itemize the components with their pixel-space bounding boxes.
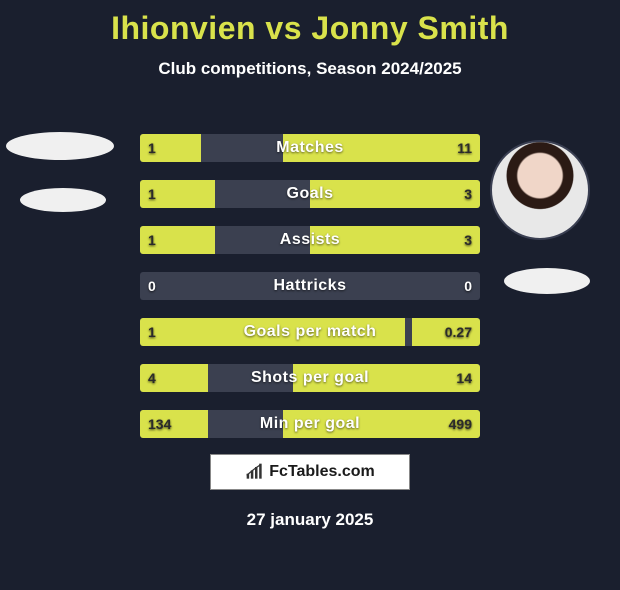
- comparison-bars: Matches111Goals13Assists13Hattricks00Goa…: [140, 134, 480, 456]
- stat-label: Min per goal: [140, 410, 480, 438]
- date-label: 27 january 2025: [0, 510, 620, 530]
- stat-row: Goals per match1 0.27: [140, 318, 480, 346]
- stat-row: Shots per goal4 14: [140, 364, 480, 392]
- stat-value-right: 0: [456, 272, 480, 300]
- stat-row: Matches111: [140, 134, 480, 162]
- stat-value-right: 11: [449, 134, 480, 162]
- player-right-flag: [504, 268, 590, 294]
- fctables-logo: FcTables.com: [210, 454, 410, 490]
- logo-text: FcTables.com: [269, 463, 375, 481]
- stat-row: Min per goal134 499: [140, 410, 480, 438]
- stat-label: Assists: [140, 226, 480, 254]
- stat-value-left: 4: [140, 364, 164, 392]
- subtitle: Club competitions, Season 2024/2025: [0, 59, 620, 79]
- stat-label: Matches: [140, 134, 480, 162]
- stat-label: Goals: [140, 180, 480, 208]
- stat-label: Goals per match: [140, 318, 480, 346]
- stat-value-left: 1: [140, 180, 164, 208]
- chart-icon: [245, 463, 265, 481]
- stat-row: Hattricks0 0: [140, 272, 480, 300]
- stat-value-right: 3: [456, 226, 480, 254]
- player-left-flag-bottom: [20, 188, 106, 212]
- stat-label: Shots per goal: [140, 364, 480, 392]
- page-title: Ihionvien vs Jonny Smith: [0, 10, 620, 47]
- stat-value-right: 3: [456, 180, 480, 208]
- stat-value-right: 14: [448, 364, 480, 392]
- stat-value-left: 134: [140, 410, 179, 438]
- stat-value-left: 1: [140, 226, 164, 254]
- stat-row: Goals1 3: [140, 180, 480, 208]
- stat-value-left: 1: [140, 134, 164, 162]
- stat-value-left: 0: [140, 272, 164, 300]
- stat-value-right: 499: [441, 410, 480, 438]
- stat-label: Hattricks: [140, 272, 480, 300]
- stat-value-left: 1: [140, 318, 164, 346]
- stat-row: Assists1 3: [140, 226, 480, 254]
- player-right-avatar: [490, 140, 590, 240]
- player-left-flag-top: [6, 132, 114, 160]
- stat-value-right: 0.27: [437, 318, 480, 346]
